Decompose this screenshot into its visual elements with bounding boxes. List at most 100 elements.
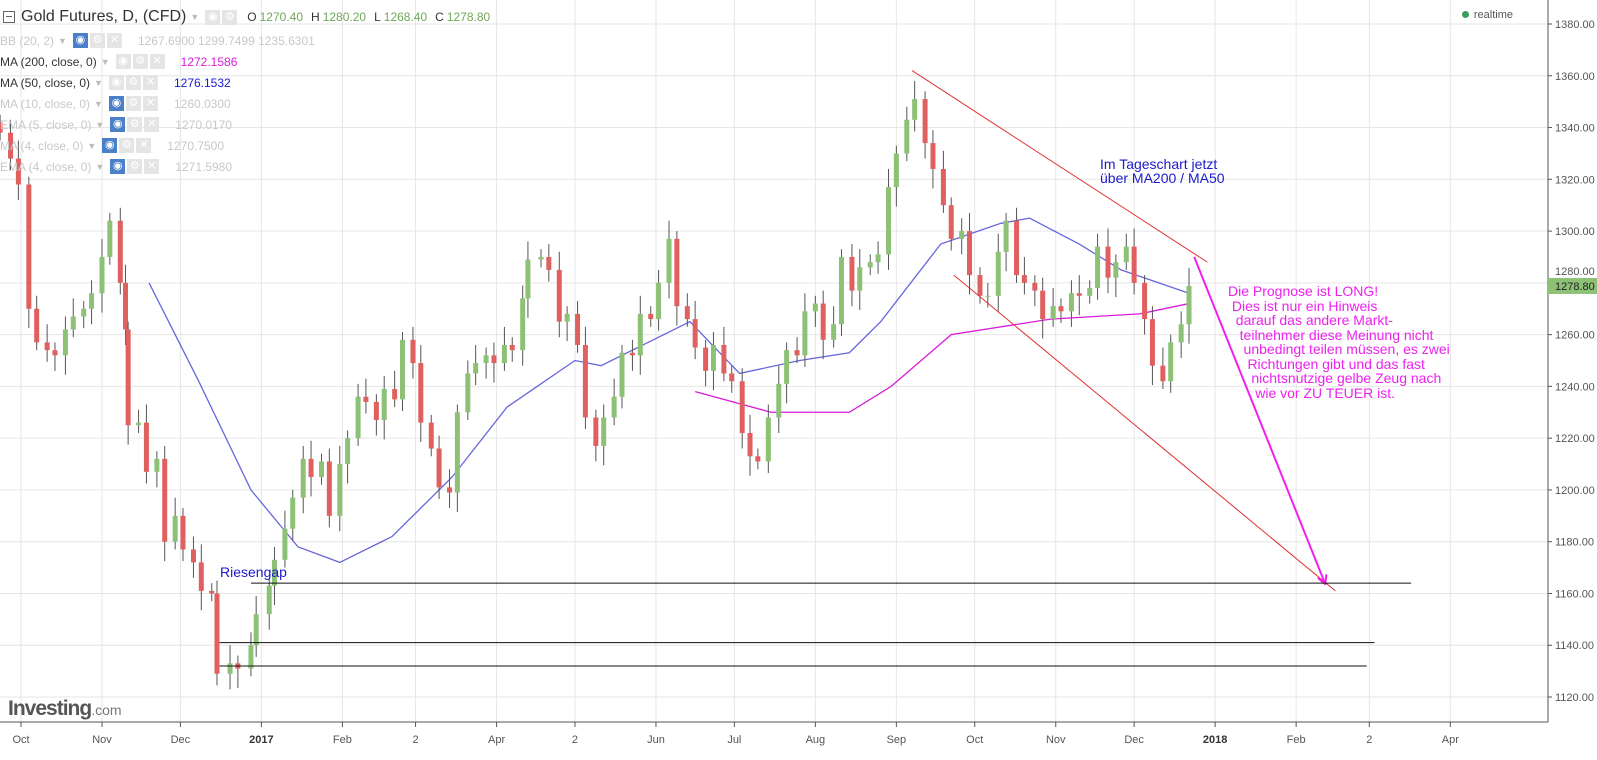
ohlc-value: 1268.40 [383,10,428,24]
indicator-row[interactable]: EMA (4, close, 0) ▼ ◉ ⚙ ✕ 1271.5980 [0,156,490,177]
indicator-row[interactable]: MA (50, close, 0) ▼ ◉ ⚙ ✕ 1276.1532 [0,72,490,93]
annotation-gap[interactable]: Riesengap [220,564,287,580]
candle-body [867,262,873,268]
chevron-down-icon[interactable]: ▼ [94,77,103,88]
candle-body [538,256,544,260]
gear-icon[interactable]: ⚙ [125,96,141,111]
candle-body [546,256,552,270]
annotation-daily[interactable]: Im Tageschart jetzt über MA200 / MA50 [1100,156,1225,186]
candle-body [1068,293,1074,312]
candle [710,332,716,391]
candle [99,238,105,313]
y-tick-label: 1120.00 [1555,692,1594,704]
candle-body [491,355,497,364]
chevron-down-icon[interactable]: ▼ [87,140,97,151]
collapse-icon[interactable] [3,11,15,23]
candle-body [666,238,672,283]
candle [546,244,552,282]
close-icon[interactable]: ✕ [149,54,165,69]
close-icon[interactable]: ✕ [144,159,160,174]
candle [491,342,497,383]
candle-body [473,363,479,374]
candle-body [977,275,983,296]
eye-icon[interactable]: ◉ [110,117,126,132]
candle [501,326,507,371]
eye-icon[interactable]: ◉ [108,96,124,111]
close-icon[interactable]: ✕ [106,33,122,48]
chevron-down-icon[interactable]: ▼ [100,56,110,67]
ma200-line [694,302,1190,413]
eye-icon[interactable]: ◉ [205,9,221,25]
candle-body [99,256,105,294]
indicator-row[interactable]: EMA (5, close, 0) ▼ ◉ ⚙ ✕ 1270.0170 [0,114,490,135]
candle [52,342,58,371]
trendline-drawing[interactable] [911,70,1208,263]
annotation-forecast[interactable]: Die Prognose ist LONG! Dies ist nur ein … [1228,283,1450,401]
close-icon[interactable]: ✕ [136,138,152,153]
candle-body [601,417,607,446]
chevron-down-icon[interactable]: ▼ [58,35,67,46]
candle [143,404,149,484]
indicator-row[interactable]: MA (4, close, 0) ▼ ◉ ⚙ ✕ 1270.7500 [0,135,490,156]
candle-body [198,562,204,591]
gear-icon[interactable]: ⚙ [125,75,141,90]
gear-icon[interactable]: ⚙ [127,159,143,174]
close-icon[interactable]: ✕ [144,117,160,132]
candle-body [282,528,288,560]
chevron-down-icon[interactable]: ▼ [190,12,200,22]
gear-icon[interactable]: ⚙ [132,54,148,69]
y-tick-label: 1260.00 [1555,330,1595,342]
gear-icon[interactable]: ⚙ [119,138,135,153]
candle-body [154,458,160,472]
indicator-row[interactable]: MA (200, close, 0) ▼ ◉ ⚙ ✕ 1272.1586 [0,51,490,72]
x-tick-label: Dec [1124,734,1144,746]
eye-icon[interactable]: ◉ [108,75,124,90]
candle [1105,228,1111,294]
candle [1087,280,1093,304]
candle [656,269,662,331]
candle-body [985,295,991,297]
eye-icon[interactable]: ◉ [110,159,126,174]
drawings[interactable] [219,70,1412,667]
indicator-label: MA (10, close, 0) [0,96,91,111]
candle-body [776,383,782,418]
close-icon[interactable]: ✕ [142,75,158,90]
candle [593,409,599,462]
candle-body [1076,293,1082,296]
candle [875,241,881,274]
close-icon[interactable]: ✕ [142,96,158,111]
y-tick-label: 1280.00 [1555,266,1595,278]
candle [564,306,570,342]
eye-icon[interactable]: ◉ [72,33,88,48]
candle-body [15,158,21,185]
indicator-row[interactable]: MA (10, close, 0) ▼ ◉ ⚙ ✕ 1260.0300 [0,93,490,114]
status-dot-icon [1461,11,1469,18]
candle-body [290,497,296,529]
candle-body [1087,288,1093,296]
candle [1186,267,1192,344]
chevron-down-icon[interactable]: ▼ [95,161,105,172]
candle-body [337,464,343,516]
candle [556,251,562,338]
candle-body [227,663,233,674]
candle [857,249,863,311]
indicator-row[interactable]: BB (20, 2) ▼ ◉ ⚙ ✕ 1267.6900 1299.7499 1235.6… [0,30,490,51]
chevron-down-icon[interactable]: ▼ [94,98,103,109]
arrow-drawing[interactable] [1193,256,1325,583]
candle-body [520,298,526,351]
eye-icon[interactable]: ◉ [102,138,118,153]
chevron-down-icon[interactable]: ▼ [95,119,105,130]
x-tick-label: Jul [727,734,741,746]
candle-body [136,422,142,426]
trendline-drawing[interactable] [953,274,1336,592]
gear-icon[interactable]: ⚙ [222,9,238,25]
eye-icon[interactable]: ◉ [115,54,131,69]
candle-body [802,311,808,356]
x-tick-label: 2 [413,734,419,746]
indicator-value: 1271.5980 [175,159,233,174]
gear-icon[interactable]: ⚙ [89,33,105,48]
candle-body [886,187,892,255]
candle [355,383,361,446]
gear-icon[interactable]: ⚙ [127,117,143,132]
